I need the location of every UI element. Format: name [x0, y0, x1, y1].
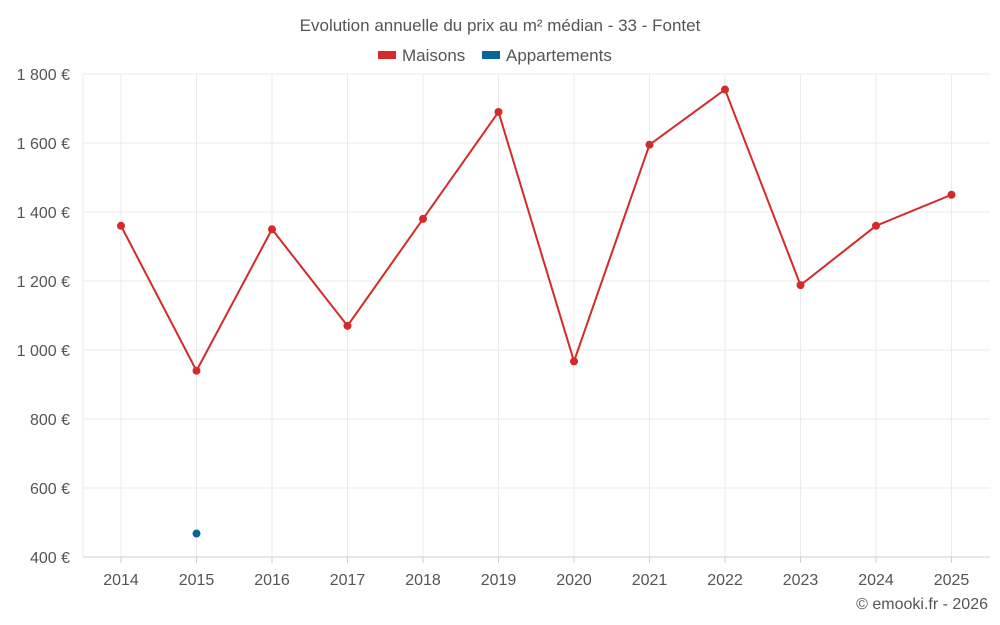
- x-tick-label: 2023: [783, 572, 819, 589]
- data-point[interactable]: [117, 221, 125, 230]
- data-point[interactable]: [721, 85, 729, 94]
- data-point[interactable]: [343, 321, 352, 330]
- chart-title: Evolution annuelle du prix au m² médian …: [300, 16, 701, 35]
- data-point[interactable]: [570, 357, 578, 366]
- legend-item-maisons[interactable]: Maisons: [378, 46, 465, 65]
- x-tick-label: 2022: [707, 572, 743, 589]
- legend-swatch-maisons: [378, 51, 396, 59]
- data-point[interactable]: [494, 107, 503, 116]
- y-tick-label: 1 200 €: [17, 274, 70, 291]
- y-tick-label: 800 €: [30, 412, 70, 429]
- data-point[interactable]: [645, 140, 654, 149]
- x-tick-label: 2019: [481, 572, 517, 589]
- data-point[interactable]: [947, 190, 956, 199]
- y-tick-label: 1 000 €: [17, 343, 70, 360]
- credit-text: © emooki.fr - 2026: [856, 596, 988, 613]
- legend-label-appartements: Appartements: [506, 46, 612, 65]
- x-tick-label: 2015: [179, 572, 215, 589]
- y-tick-label: 1 600 €: [17, 136, 70, 153]
- x-tick-label: 2014: [103, 572, 139, 589]
- data-point[interactable]: [268, 225, 276, 234]
- x-tick-label: 2021: [632, 572, 668, 589]
- data-point[interactable]: [192, 529, 201, 538]
- y-tick-label: 400 €: [30, 550, 70, 567]
- legend-label-maisons: Maisons: [402, 46, 465, 65]
- legend-item-appartements[interactable]: Appartements: [482, 46, 612, 65]
- data-point[interactable]: [796, 281, 805, 290]
- axes: 400 € 600 € 800 € 1 000 € 1 200 € 1 400 € 1 60…: [17, 67, 990, 589]
- legend-swatch-appartements: [482, 51, 500, 59]
- data-point[interactable]: [872, 221, 880, 230]
- data-point[interactable]: [192, 366, 201, 375]
- x-tick-label: 2016: [254, 572, 290, 589]
- x-tick-label: 2020: [556, 572, 592, 589]
- x-tick-label: 2018: [405, 572, 441, 589]
- x-tick-label: 2025: [934, 572, 970, 589]
- grid: [83, 73, 990, 557]
- legend: Maisons Appartements: [378, 46, 612, 65]
- data-point[interactable]: [419, 214, 427, 223]
- y-tick-label: 1 800 €: [17, 67, 70, 84]
- x-tick-label: 2024: [858, 572, 894, 589]
- series-line-0: [120, 87, 952, 373]
- y-tick-label: 1 400 €: [17, 205, 70, 222]
- plot-area: [117, 85, 956, 538]
- x-tick-label: 2017: [330, 572, 366, 589]
- y-tick-label: 600 €: [30, 481, 70, 498]
